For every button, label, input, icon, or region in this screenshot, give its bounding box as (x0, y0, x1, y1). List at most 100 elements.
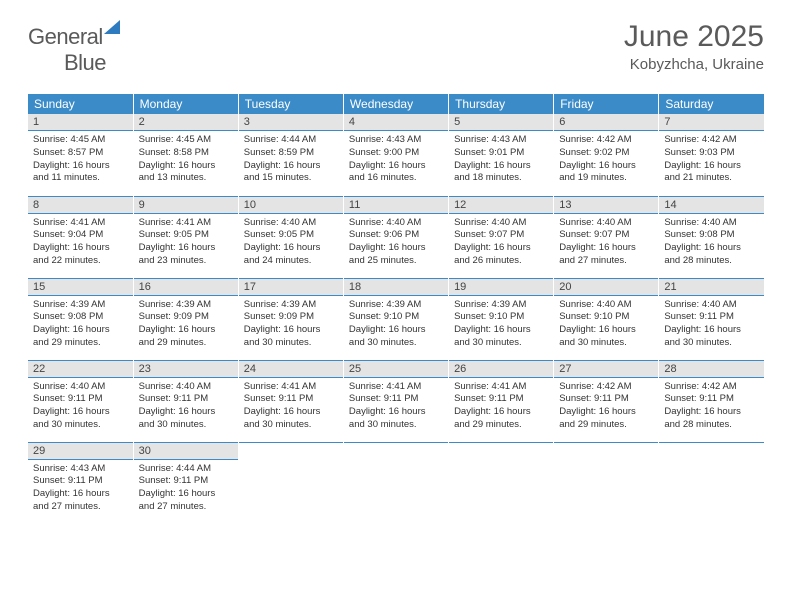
day-details: Sunrise: 4:43 AMSunset: 9:01 PMDaylight:… (449, 131, 553, 190)
calendar-day-cell: 3Sunrise: 4:44 AMSunset: 8:59 PMDaylight… (238, 114, 343, 196)
weekday-header: Friday (554, 94, 659, 114)
calendar-table: SundayMondayTuesdayWednesdayThursdayFrid… (28, 94, 764, 524)
day-number: 12 (449, 197, 553, 214)
calendar-day-cell: 6Sunrise: 4:42 AMSunset: 9:02 PMDaylight… (554, 114, 659, 196)
day-number: 15 (28, 279, 133, 296)
day-number: 18 (344, 279, 448, 296)
day-details: Sunrise: 4:41 AMSunset: 9:04 PMDaylight:… (28, 214, 133, 273)
calendar-day-cell: 22Sunrise: 4:40 AMSunset: 9:11 PMDayligh… (28, 360, 133, 442)
weekday-header: Saturday (659, 94, 764, 114)
day-number: 5 (449, 114, 553, 131)
weekday-header: Tuesday (238, 94, 343, 114)
day-details: Sunrise: 4:44 AMSunset: 9:11 PMDaylight:… (134, 460, 238, 519)
calendar-day-cell: 8Sunrise: 4:41 AMSunset: 9:04 PMDaylight… (28, 196, 133, 278)
calendar-day-cell: 15Sunrise: 4:39 AMSunset: 9:08 PMDayligh… (28, 278, 133, 360)
day-details: Sunrise: 4:42 AMSunset: 9:03 PMDaylight:… (659, 131, 764, 190)
month-title: June 2025 (624, 20, 764, 54)
day-details: Sunrise: 4:39 AMSunset: 9:08 PMDaylight:… (28, 296, 133, 355)
calendar-day-cell: 17Sunrise: 4:39 AMSunset: 9:09 PMDayligh… (238, 278, 343, 360)
day-details: Sunrise: 4:40 AMSunset: 9:10 PMDaylight:… (554, 296, 658, 355)
calendar-day-cell (238, 442, 343, 524)
calendar-week-row: 1Sunrise: 4:45 AMSunset: 8:57 PMDaylight… (28, 114, 764, 196)
day-details: Sunrise: 4:40 AMSunset: 9:08 PMDaylight:… (659, 214, 764, 273)
day-number: 14 (659, 197, 764, 214)
day-number: 11 (344, 197, 448, 214)
calendar-day-cell: 30Sunrise: 4:44 AMSunset: 9:11 PMDayligh… (133, 442, 238, 524)
day-details: Sunrise: 4:39 AMSunset: 9:10 PMDaylight:… (344, 296, 448, 355)
calendar-day-cell: 16Sunrise: 4:39 AMSunset: 9:09 PMDayligh… (133, 278, 238, 360)
day-details: Sunrise: 4:39 AMSunset: 9:09 PMDaylight:… (134, 296, 238, 355)
day-details: Sunrise: 4:42 AMSunset: 9:02 PMDaylight:… (554, 131, 658, 190)
day-number: 3 (239, 114, 343, 131)
calendar-week-row: 22Sunrise: 4:40 AMSunset: 9:11 PMDayligh… (28, 360, 764, 442)
calendar-day-cell: 14Sunrise: 4:40 AMSunset: 9:08 PMDayligh… (659, 196, 764, 278)
day-details: Sunrise: 4:40 AMSunset: 9:07 PMDaylight:… (449, 214, 553, 273)
title-block: June 2025 Kobyzhcha, Ukraine (624, 20, 764, 73)
logo-text-1: General (28, 24, 103, 49)
logo: General Blue (28, 20, 120, 76)
day-number: 29 (28, 443, 133, 460)
day-number: 13 (554, 197, 658, 214)
calendar-day-cell: 11Sunrise: 4:40 AMSunset: 9:06 PMDayligh… (343, 196, 448, 278)
day-details: Sunrise: 4:40 AMSunset: 9:11 PMDaylight:… (28, 378, 133, 437)
day-number: 19 (449, 279, 553, 296)
location-label: Kobyzhcha, Ukraine (624, 56, 764, 73)
calendar-day-cell: 5Sunrise: 4:43 AMSunset: 9:01 PMDaylight… (449, 114, 554, 196)
calendar-day-cell (554, 442, 659, 524)
day-number: 24 (239, 361, 343, 378)
calendar-week-row: 8Sunrise: 4:41 AMSunset: 9:04 PMDaylight… (28, 196, 764, 278)
day-details: Sunrise: 4:41 AMSunset: 9:05 PMDaylight:… (134, 214, 238, 273)
day-details: Sunrise: 4:43 AMSunset: 9:11 PMDaylight:… (28, 460, 133, 519)
calendar-day-cell: 21Sunrise: 4:40 AMSunset: 9:11 PMDayligh… (659, 278, 764, 360)
calendar-day-cell: 10Sunrise: 4:40 AMSunset: 9:05 PMDayligh… (238, 196, 343, 278)
day-number: 7 (659, 114, 764, 131)
calendar-day-cell (343, 442, 448, 524)
day-details: Sunrise: 4:44 AMSunset: 8:59 PMDaylight:… (239, 131, 343, 190)
calendar-day-cell: 29Sunrise: 4:43 AMSunset: 9:11 PMDayligh… (28, 442, 133, 524)
day-number: 30 (134, 443, 238, 460)
day-details: Sunrise: 4:45 AMSunset: 8:58 PMDaylight:… (134, 131, 238, 190)
day-number: 16 (134, 279, 238, 296)
weekday-header: Wednesday (343, 94, 448, 114)
calendar-body: 1Sunrise: 4:45 AMSunset: 8:57 PMDaylight… (28, 114, 764, 524)
day-number: 9 (134, 197, 238, 214)
weekday-header: Monday (133, 94, 238, 114)
calendar-day-cell: 20Sunrise: 4:40 AMSunset: 9:10 PMDayligh… (554, 278, 659, 360)
calendar-day-cell: 26Sunrise: 4:41 AMSunset: 9:11 PMDayligh… (449, 360, 554, 442)
day-details: Sunrise: 4:40 AMSunset: 9:05 PMDaylight:… (239, 214, 343, 273)
day-details: Sunrise: 4:45 AMSunset: 8:57 PMDaylight:… (28, 131, 133, 190)
day-details: Sunrise: 4:41 AMSunset: 9:11 PMDaylight:… (239, 378, 343, 437)
calendar-day-cell: 25Sunrise: 4:41 AMSunset: 9:11 PMDayligh… (343, 360, 448, 442)
calendar-day-cell: 28Sunrise: 4:42 AMSunset: 9:11 PMDayligh… (659, 360, 764, 442)
day-number: 23 (134, 361, 238, 378)
day-number: 28 (659, 361, 764, 378)
day-number: 10 (239, 197, 343, 214)
weekday-header: Sunday (28, 94, 133, 114)
day-number: 20 (554, 279, 658, 296)
calendar-day-cell: 1Sunrise: 4:45 AMSunset: 8:57 PMDaylight… (28, 114, 133, 196)
day-number: 1 (28, 114, 133, 131)
calendar-day-cell: 18Sunrise: 4:39 AMSunset: 9:10 PMDayligh… (343, 278, 448, 360)
calendar-week-row: 15Sunrise: 4:39 AMSunset: 9:08 PMDayligh… (28, 278, 764, 360)
calendar-day-cell: 19Sunrise: 4:39 AMSunset: 9:10 PMDayligh… (449, 278, 554, 360)
day-number: 27 (554, 361, 658, 378)
calendar-day-cell: 7Sunrise: 4:42 AMSunset: 9:03 PMDaylight… (659, 114, 764, 196)
day-number: 2 (134, 114, 238, 131)
day-details: Sunrise: 4:40 AMSunset: 9:11 PMDaylight:… (659, 296, 764, 355)
calendar-day-cell: 13Sunrise: 4:40 AMSunset: 9:07 PMDayligh… (554, 196, 659, 278)
day-details: Sunrise: 4:41 AMSunset: 9:11 PMDaylight:… (344, 378, 448, 437)
calendar-day-cell (449, 442, 554, 524)
calendar-day-cell: 9Sunrise: 4:41 AMSunset: 9:05 PMDaylight… (133, 196, 238, 278)
calendar-day-cell: 2Sunrise: 4:45 AMSunset: 8:58 PMDaylight… (133, 114, 238, 196)
day-number: 22 (28, 361, 133, 378)
day-number: 6 (554, 114, 658, 131)
weekday-header-row: SundayMondayTuesdayWednesdayThursdayFrid… (28, 94, 764, 114)
day-details: Sunrise: 4:39 AMSunset: 9:10 PMDaylight:… (449, 296, 553, 355)
day-details: Sunrise: 4:42 AMSunset: 9:11 PMDaylight:… (659, 378, 764, 437)
day-details: Sunrise: 4:41 AMSunset: 9:11 PMDaylight:… (449, 378, 553, 437)
calendar-week-row: 29Sunrise: 4:43 AMSunset: 9:11 PMDayligh… (28, 442, 764, 524)
logo-triangle-icon (104, 20, 120, 34)
day-number: 26 (449, 361, 553, 378)
day-details: Sunrise: 4:40 AMSunset: 9:06 PMDaylight:… (344, 214, 448, 273)
weekday-header: Thursday (449, 94, 554, 114)
